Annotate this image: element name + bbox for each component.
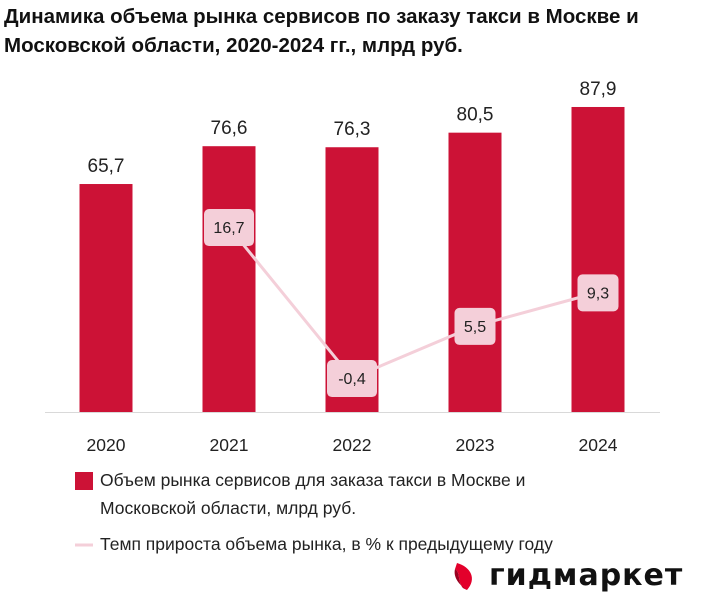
legend-bar-line2: Московской области, млрд руб.: [100, 498, 357, 518]
bar-label-2024: 87,9: [580, 79, 617, 100]
growth-line: [227, 226, 599, 380]
logo-text: гидмаркет: [489, 558, 684, 593]
line-label-2022: -0,4: [338, 371, 366, 388]
x-tick-2022: 2022: [333, 435, 372, 455]
x-tick-2021: 2021: [210, 435, 249, 455]
line-label-2021: 16,7: [213, 220, 244, 237]
bar-2023: [448, 132, 502, 413]
bar-2021: [202, 146, 256, 412]
bar-2020: [79, 184, 133, 412]
chart-title: Динамика объема рынка сервисов по заказу…: [4, 5, 639, 57]
logo: гидмаркет: [453, 558, 683, 593]
x-tick-2020: 2020: [87, 435, 126, 455]
x-tick-2023: 2023: [456, 435, 495, 455]
line-label-box-2024: [577, 274, 619, 312]
bar-label-2020: 65,7: [88, 156, 125, 177]
legend-bar-swatch: [75, 472, 93, 490]
line-label-box-2021: [204, 209, 254, 247]
legend-bar-line1: Объем рынка сервисов для заказа такси в …: [100, 470, 526, 490]
bar-2024: [571, 106, 625, 412]
line-label-2023: 5,5: [464, 319, 486, 336]
line-label-box-2022: [327, 360, 377, 398]
legend-line-label: Темп прироста объема рынка, в % к предыд…: [100, 534, 553, 554]
bar-label-2021: 76,6: [211, 118, 248, 139]
line-label-box-2023: [454, 307, 496, 345]
bar-label-2022: 76,3: [334, 119, 371, 140]
line-label-2024: 9,3: [587, 285, 609, 302]
x-tick-2024: 2024: [579, 435, 618, 455]
legend-bar-label: Объем рынка сервисов для заказа такси в …: [100, 466, 525, 522]
bar-label-2023: 80,5: [457, 105, 494, 126]
logo-mark-icon: [454, 562, 472, 590]
